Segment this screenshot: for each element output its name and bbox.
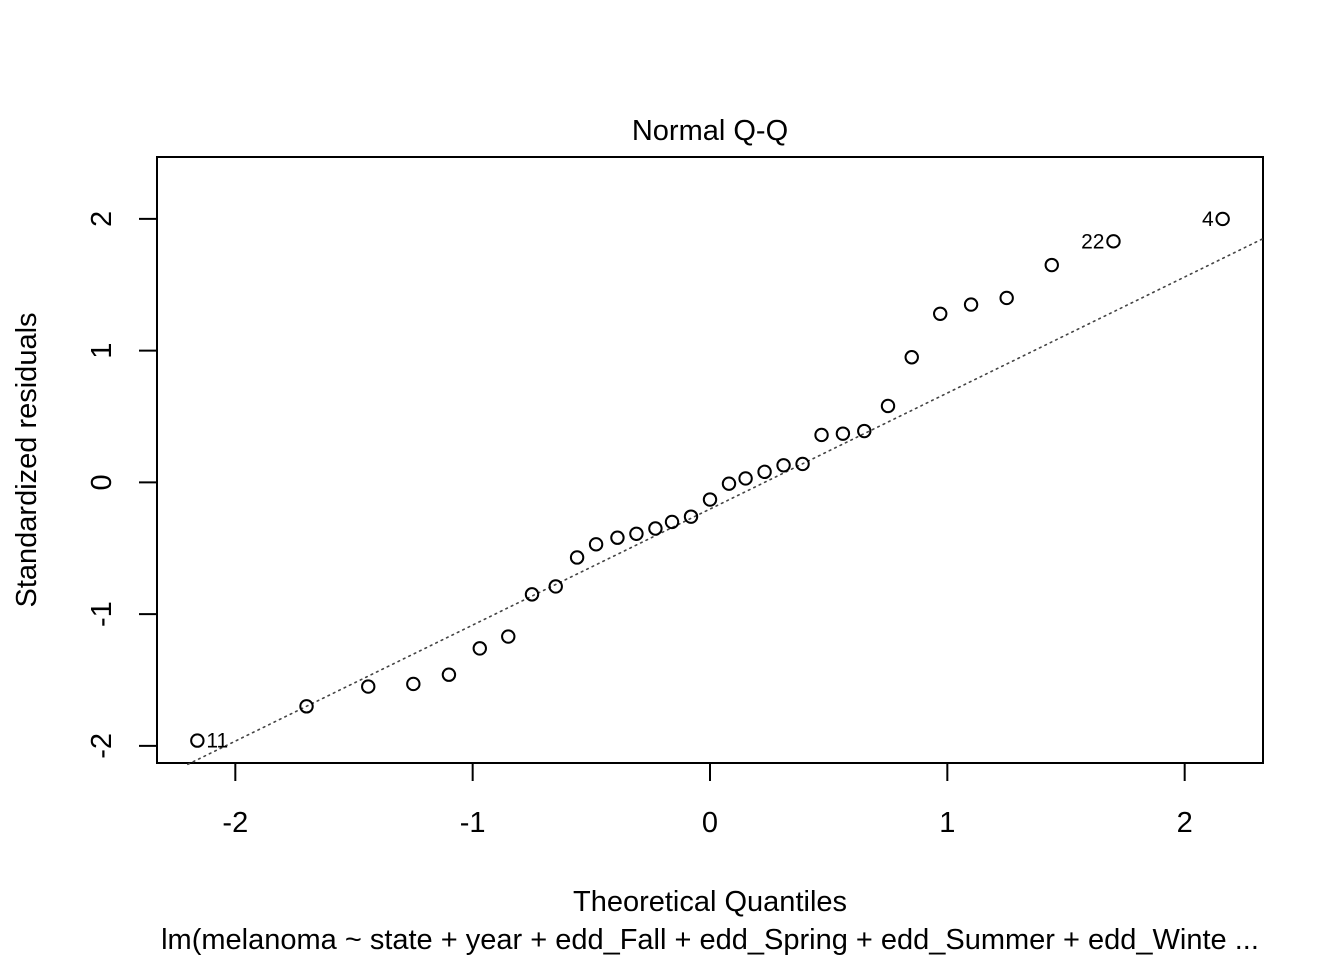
data-point xyxy=(299,699,314,714)
data-point xyxy=(1106,234,1121,249)
data-point xyxy=(683,509,699,524)
qq-reference-line xyxy=(187,237,1264,766)
data-point xyxy=(629,526,644,541)
x-tick-label: -1 xyxy=(460,807,486,839)
data-point xyxy=(999,290,1014,306)
point-label: 4 xyxy=(1202,208,1214,231)
data-point xyxy=(472,641,487,656)
x-axis-label: Theoretical Quantiles xyxy=(573,886,847,918)
data-point xyxy=(1215,211,1230,227)
data-point xyxy=(795,456,810,472)
y-axis-label: Standardized residuals xyxy=(11,312,43,607)
x-tick-label: 2 xyxy=(1177,807,1193,839)
y-tick-label: 0 xyxy=(86,474,118,490)
data-point xyxy=(738,471,753,486)
point-label: 22 xyxy=(1081,230,1104,253)
data-point xyxy=(524,587,540,602)
data-point xyxy=(963,297,979,312)
y-tick-label: -1 xyxy=(86,601,118,627)
data-point xyxy=(857,423,872,439)
data-point xyxy=(721,476,737,491)
data-point xyxy=(588,537,604,552)
chart-title: Normal Q-Q xyxy=(632,115,788,147)
data-point xyxy=(702,492,718,507)
data-point xyxy=(776,458,791,473)
model-formula-subtitle: lm(melanoma ~ state + year + edd_Fall + … xyxy=(161,924,1259,956)
data-point xyxy=(933,306,948,321)
data-point xyxy=(814,427,829,443)
data-point xyxy=(501,629,516,644)
x-tick-label: 0 xyxy=(702,807,718,839)
x-tick-label: -2 xyxy=(222,807,248,839)
data-point xyxy=(190,733,205,748)
data-point xyxy=(569,550,585,565)
y-tick-label: -2 xyxy=(86,733,118,759)
data-point xyxy=(904,350,919,365)
data-point xyxy=(1044,257,1059,273)
data-point xyxy=(648,521,663,536)
x-axis: -2 -1 0 1 2 xyxy=(222,762,1193,839)
data-point xyxy=(548,579,563,594)
y-tick-label: 1 xyxy=(86,343,118,359)
data-point xyxy=(835,426,851,441)
points-group: 11 22 4 xyxy=(190,208,1230,753)
data-point xyxy=(880,398,896,414)
y-tick-label: 2 xyxy=(86,211,118,227)
data-point xyxy=(610,530,625,545)
data-point xyxy=(361,679,376,694)
x-tick-label: 1 xyxy=(939,807,955,839)
data-point xyxy=(664,514,680,530)
point-label: 11 xyxy=(206,730,228,753)
data-point xyxy=(441,667,457,682)
data-point xyxy=(757,464,772,480)
reference-line-group xyxy=(187,237,1264,766)
data-point xyxy=(406,676,421,692)
y-axis: -2 -1 0 1 2 xyxy=(86,211,158,759)
